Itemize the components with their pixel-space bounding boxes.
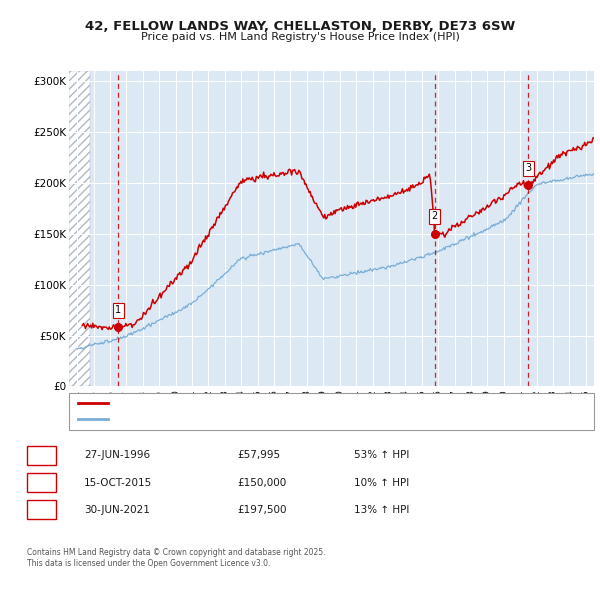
Text: 3: 3 xyxy=(38,505,45,514)
Text: 10% ↑ HPI: 10% ↑ HPI xyxy=(354,478,409,487)
Text: £57,995: £57,995 xyxy=(237,451,280,460)
Text: 42, FELLOW LANDS WAY, CHELLASTON, DERBY, DE73 6SW (semi-detached house): 42, FELLOW LANDS WAY, CHELLASTON, DERBY,… xyxy=(115,399,485,408)
Text: 15-OCT-2015: 15-OCT-2015 xyxy=(84,478,152,487)
Text: 27-JUN-1996: 27-JUN-1996 xyxy=(84,451,150,460)
Text: 2: 2 xyxy=(38,478,45,487)
Text: Price paid vs. HM Land Registry's House Price Index (HPI): Price paid vs. HM Land Registry's House … xyxy=(140,32,460,41)
Text: 3: 3 xyxy=(525,163,531,173)
Text: 30-JUN-2021: 30-JUN-2021 xyxy=(84,505,150,514)
Text: 53% ↑ HPI: 53% ↑ HPI xyxy=(354,451,409,460)
Text: Contains HM Land Registry data © Crown copyright and database right 2025.
This d: Contains HM Land Registry data © Crown c… xyxy=(27,548,325,568)
Text: 1: 1 xyxy=(115,305,121,315)
Text: £150,000: £150,000 xyxy=(237,478,286,487)
Text: 1: 1 xyxy=(38,451,45,460)
Text: HPI: Average price, semi-detached house, City of Derby: HPI: Average price, semi-detached house,… xyxy=(115,415,367,424)
Text: 2: 2 xyxy=(431,211,438,221)
Text: 42, FELLOW LANDS WAY, CHELLASTON, DERBY, DE73 6SW: 42, FELLOW LANDS WAY, CHELLASTON, DERBY,… xyxy=(85,20,515,33)
Text: £197,500: £197,500 xyxy=(237,505,287,514)
Text: 13% ↑ HPI: 13% ↑ HPI xyxy=(354,505,409,514)
